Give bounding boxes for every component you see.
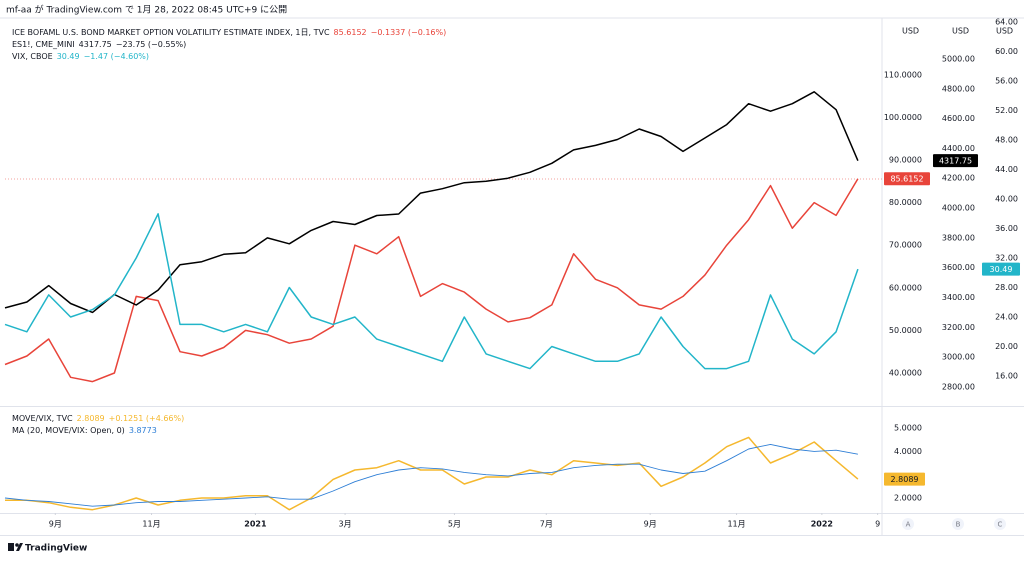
x-tick-label: 2021 — [244, 520, 267, 529]
y-tick-label: 56.00 — [995, 77, 1018, 86]
y-tick-label: 4800.00 — [942, 84, 975, 93]
legend-name: ICE BOFAML U.S. BOND MARKET OPTION VOLAT… — [12, 28, 330, 37]
scale-button-label[interactable]: A — [906, 521, 911, 529]
legend-change: −1.47 (−4.60%) — [84, 52, 149, 61]
scale-button[interactable] — [902, 518, 914, 530]
y-tick-label: 60.00 — [995, 47, 1018, 56]
x-tick-label: 11月 — [142, 520, 160, 529]
legend-name: MOVE/VIX, TVC — [12, 414, 73, 423]
y-tick-label: 70.0000 — [889, 241, 922, 250]
y-tick-label: 44.00 — [995, 165, 1018, 174]
y-tick-label: 100.0000 — [884, 113, 922, 122]
legend-name: VIX, CBOE — [12, 52, 53, 61]
series-line — [4, 178, 859, 383]
y-tick-label: 24.00 — [995, 313, 1018, 322]
legend-name: ES1!, CME_MINI — [12, 40, 75, 49]
scale-button[interactable] — [994, 518, 1006, 530]
y-tick-label: 40.00 — [995, 195, 1018, 204]
legend-entry: VIX, CBOE 30.49 −1.47 (−4.60%) — [12, 52, 149, 61]
last-value-label: 85.6152 — [890, 175, 923, 184]
last-value-label: 4317.75 — [939, 157, 972, 166]
y-tick-label: 16.00 — [995, 372, 1018, 381]
header: mf-aa が TradingView.com で 1月 28, 2022 08… — [6, 4, 287, 16]
y-tick-label: 40.0000 — [889, 369, 922, 378]
y-tick-label: 4200.00 — [942, 174, 975, 183]
legend-change: −23.75 (−0.55%) — [116, 40, 187, 49]
y-tick-label: 3400.00 — [942, 293, 975, 302]
x-tick-label: 9月 — [644, 520, 657, 529]
series-line — [4, 213, 859, 370]
legend-value: 4317.75 — [79, 40, 112, 49]
legend-entry: MOVE/VIX, TVC 2.8089 +0.1251 (+4.66%) — [12, 414, 184, 423]
legend-change: −0.1337 (−0.16%) — [371, 28, 447, 37]
x-tick-label: 2022 — [811, 520, 833, 529]
y-tick-label: 28.00 — [995, 283, 1018, 292]
x-tick-label: 5月 — [448, 520, 461, 529]
legend-entry: ICE BOFAML U.S. BOND MARKET OPTION VOLAT… — [12, 28, 446, 37]
x-tick-label: 3月 — [339, 520, 352, 529]
series-line — [5, 436, 859, 511]
y-tick-label: 32.00 — [995, 254, 1018, 263]
y-tick-label: 20.00 — [995, 342, 1018, 351]
x-tick-label: 11月 — [727, 520, 745, 529]
series-line — [4, 91, 859, 314]
y-tick-label: 3800.00 — [942, 233, 975, 242]
y-tick-label: 5000.00 — [942, 54, 975, 63]
scale-button[interactable] — [952, 518, 964, 530]
y-tick-label: 64.00 — [995, 18, 1018, 27]
y-tick-label: 4.0000 — [894, 447, 922, 456]
y-tick-label: 90.0000 — [889, 156, 922, 165]
legend-entry: ES1!, CME_MINI 4317.75 −23.75 (−0.55%) — [12, 40, 186, 49]
last-value-badge — [884, 172, 930, 186]
y-tick-label: 36.00 — [995, 224, 1018, 233]
x-tick-label: 9 — [875, 520, 880, 529]
axis-unit: USD — [952, 27, 969, 36]
y-tick-label: 110.0000 — [884, 70, 922, 79]
last-value-badge — [982, 262, 1020, 276]
y-tick-label: 50.0000 — [889, 326, 922, 335]
last-value-badge — [884, 472, 925, 486]
y-tick-label: 60.0000 — [889, 283, 922, 292]
y-tick-label: 52.00 — [995, 106, 1018, 115]
scale-button-label[interactable]: C — [998, 521, 1003, 529]
y-tick-label: 80.0000 — [889, 198, 922, 207]
axis-unit: USD — [902, 27, 919, 36]
y-tick-label: 3200.00 — [942, 323, 975, 332]
y-tick-label: 4400.00 — [942, 144, 975, 153]
y-tick-label: 48.00 — [995, 136, 1018, 145]
legend-value: 85.6152 — [334, 28, 367, 37]
y-tick-label: 4600.00 — [942, 114, 975, 123]
y-tick-label: 4000.00 — [942, 204, 975, 213]
legend-name: MA (20, MOVE/VIX: Open, 0) — [12, 426, 125, 435]
footer-logo — [8, 543, 23, 551]
y-tick-label: 5.0000 — [894, 424, 922, 433]
scale-button-label[interactable]: B — [956, 521, 961, 529]
x-tick-label: 7月 — [540, 520, 553, 529]
last-value-badge — [933, 154, 978, 168]
y-tick-label: 3600.00 — [942, 263, 975, 272]
legend-value: 30.49 — [57, 52, 80, 61]
axis-unit: USD — [996, 27, 1013, 36]
y-tick-label: 3000.00 — [942, 353, 975, 362]
legend-change: +0.1251 (+4.66%) — [109, 414, 185, 423]
last-value-label: 30.49 — [990, 265, 1013, 274]
legend-value: 2.8089 — [77, 414, 105, 423]
y-tick-label: 2800.00 — [942, 382, 975, 391]
legend-entry: MA (20, MOVE/VIX: Open, 0) 3.8773 — [12, 426, 157, 435]
last-value-label: 2.8089 — [891, 475, 919, 484]
y-tick-label: 2.0000 — [894, 494, 922, 503]
x-tick-label: 9月 — [49, 520, 62, 529]
series-line — [4, 443, 858, 507]
footer: TradingView — [25, 544, 87, 554]
legend-value: 3.8773 — [129, 426, 157, 435]
